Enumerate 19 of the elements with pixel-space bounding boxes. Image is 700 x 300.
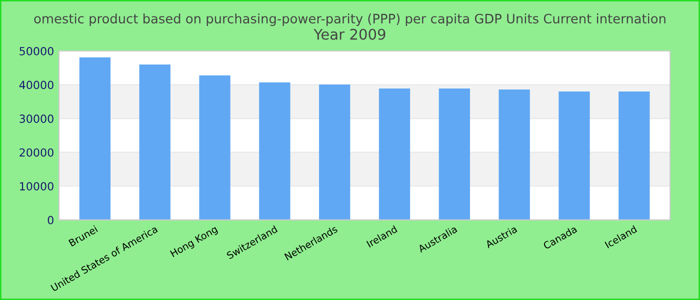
y-tick-label: 50000 — [20, 46, 54, 56]
bar — [618, 92, 650, 220]
chart-subtitle: Year 2009 — [314, 28, 386, 40]
x-tick-label: Hong Kong — [170, 225, 219, 259]
bar — [79, 57, 111, 220]
chart-title: omestic product based on purchasing-power-parity (PPP) per capita GDP Units Current internation — [34, 14, 666, 26]
bar — [259, 82, 290, 220]
bar — [498, 90, 530, 220]
y-tick-label: 10000 — [20, 182, 54, 190]
y-tick-label: 0 — [48, 216, 54, 224]
y-tick-label: 30000 — [20, 114, 54, 123]
y-tick-label: 20000 — [20, 148, 54, 157]
bar — [438, 88, 470, 220]
bar — [558, 92, 590, 220]
bar — [319, 84, 350, 220]
bar — [139, 64, 170, 220]
bar — [378, 88, 410, 220]
bar — [199, 75, 230, 220]
y-tick-label: 40000 — [19, 80, 54, 90]
